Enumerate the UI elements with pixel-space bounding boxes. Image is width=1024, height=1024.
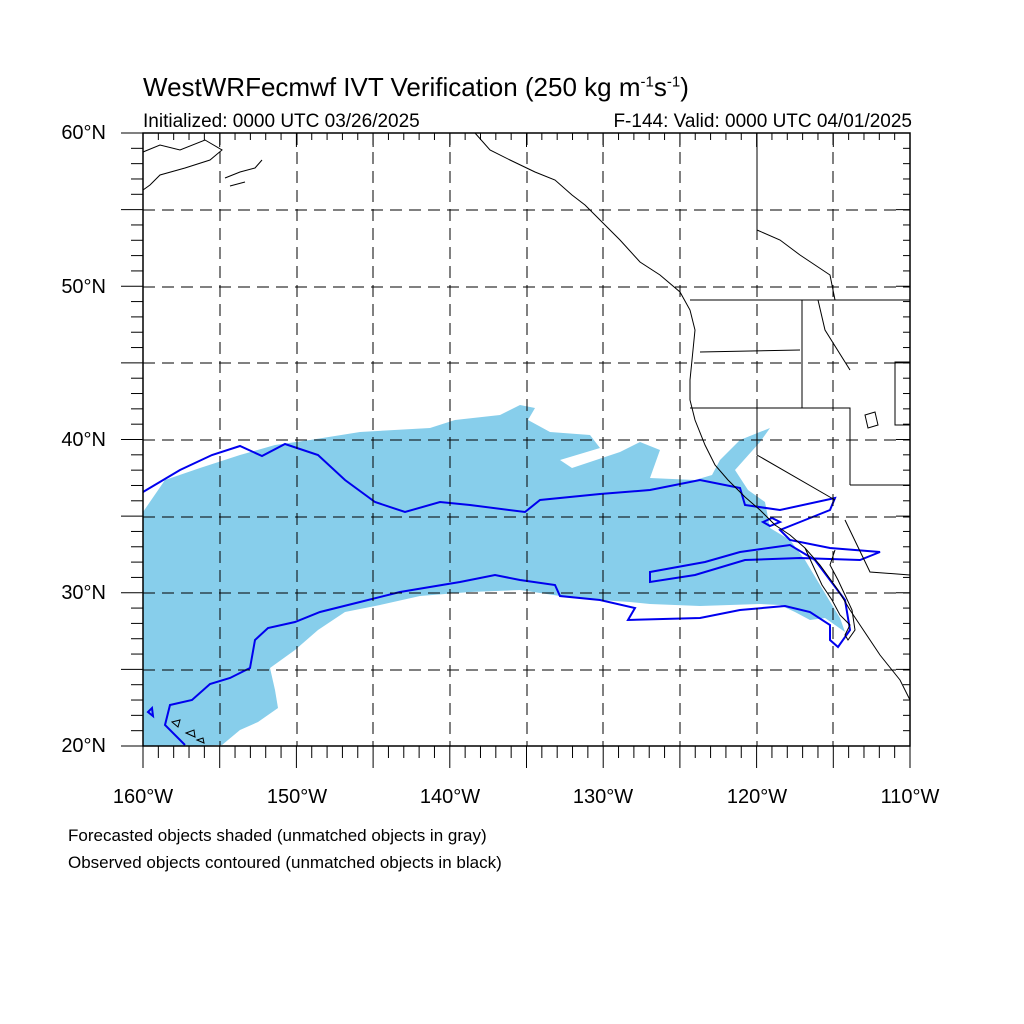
north-america-coastline [474,132,911,701]
lon-label-110w: 110°W [880,786,940,808]
state-borders-west [690,300,911,576]
alaska-coast [142,139,223,191]
observed-contour-tiny [146,705,155,719]
coastlines-and-borders [142,132,911,744]
aleutian-fragments [224,159,263,187]
lon-label-140w: 140°W [419,786,481,808]
great-salt-lake [864,411,879,429]
lon-label-130w: 130°W [572,786,634,808]
lat-label-60n: 60°N [61,122,106,144]
grid-lines [143,133,910,746]
map-title: WestWRFecmwf IVT Verification (250 kg m-… [143,72,689,102]
caption-observed: Observed objects contoured (unmatched ob… [68,853,502,872]
hawaii-islands [170,719,205,744]
caption-forecast: Forecasted objects shaded (unmatched obj… [68,826,487,845]
baja-california-coastline [804,547,856,641]
lon-label-150w: 150°W [266,786,328,808]
lon-label-120w: 120°W [726,786,788,808]
initialized-time: Initialized: 0000 UTC 03/26/2025 [143,111,420,132]
lon-label-160w: 160°W [112,786,174,808]
lat-label-20n: 20°N [61,735,106,757]
lat-label-50n: 50°N [61,276,106,298]
axis-ticks [121,132,911,768]
lat-label-40n: 40°N [61,429,106,451]
observed-contour-main [142,442,881,746]
valid-time: F-144: Valid: 0000 UTC 04/01/2025 [613,111,912,132]
lat-label-30n: 30°N [61,582,106,604]
